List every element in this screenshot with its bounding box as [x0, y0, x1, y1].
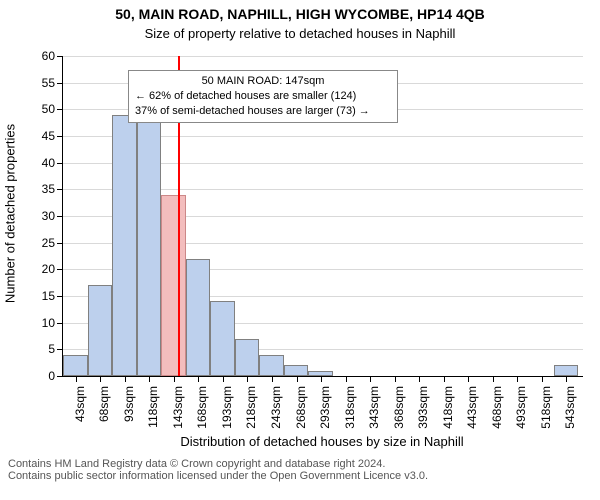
x-tick-label: 118sqm	[146, 386, 160, 428]
x-axis-label: Distribution of detached houses by size …	[62, 434, 582, 449]
x-tick-label: 318sqm	[343, 386, 357, 429]
y-tick-label: 30	[42, 209, 63, 223]
histogram-bar	[88, 285, 113, 376]
x-tick-label: 193sqm	[220, 386, 234, 429]
x-tick	[517, 376, 518, 382]
x-tick	[297, 376, 298, 382]
y-tick-label: 0	[48, 369, 63, 383]
x-tick-label: 468sqm	[490, 386, 504, 429]
x-tick-label: 68sqm	[97, 386, 111, 422]
x-tick	[346, 376, 347, 382]
x-tick-label: 218sqm	[244, 386, 258, 429]
x-tick-label: 143sqm	[171, 386, 185, 429]
x-tick-label: 518sqm	[539, 386, 553, 429]
histogram-bar	[186, 259, 211, 376]
x-tick	[566, 376, 567, 382]
x-tick-label: 493sqm	[514, 386, 528, 429]
annotation-line-2: ← 62% of detached houses are smaller (12…	[135, 89, 391, 104]
histogram-bar	[210, 301, 235, 376]
x-tick-label: 443sqm	[465, 386, 479, 429]
annotation-box: 50 MAIN ROAD: 147sqm ← 62% of detached h…	[128, 70, 398, 123]
x-tick-label: 343sqm	[367, 386, 381, 429]
x-tick	[493, 376, 494, 382]
y-tick-label: 50	[42, 102, 63, 116]
x-tick	[419, 376, 420, 382]
x-tick	[174, 376, 175, 382]
x-tick-label: 293sqm	[318, 386, 332, 429]
histogram-bar	[137, 109, 162, 376]
x-tick	[100, 376, 101, 382]
x-tick	[223, 376, 224, 382]
histogram-bar	[554, 365, 579, 376]
x-tick	[542, 376, 543, 382]
histogram-bar	[112, 115, 137, 376]
attribution-footer: Contains HM Land Registry data © Crown c…	[0, 458, 600, 482]
y-tick-label: 55	[42, 76, 63, 90]
x-tick-label: 168sqm	[195, 386, 209, 429]
y-tick-label: 10	[42, 316, 63, 330]
x-tick	[247, 376, 248, 382]
histogram-bar	[161, 195, 186, 376]
y-tick-label: 15	[42, 289, 63, 303]
footer-line-1: Contains HM Land Registry data © Crown c…	[0, 458, 600, 470]
footer-line-2: Contains public sector information licen…	[0, 470, 600, 482]
y-axis-label: Number of detached properties	[3, 54, 18, 374]
x-tick	[125, 376, 126, 382]
x-tick	[198, 376, 199, 382]
x-tick	[468, 376, 469, 382]
x-tick-label: 243sqm	[269, 386, 283, 429]
chart-title: 50, MAIN ROAD, NAPHILL, HIGH WYCOMBE, HP…	[0, 6, 600, 22]
x-tick	[76, 376, 77, 382]
y-tick-label: 40	[42, 156, 63, 170]
y-tick-label: 25	[42, 236, 63, 250]
x-tick	[321, 376, 322, 382]
x-tick-label: 418sqm	[441, 386, 455, 429]
x-tick	[444, 376, 445, 382]
annotation-line-1: 50 MAIN ROAD: 147sqm	[135, 74, 391, 89]
x-tick	[370, 376, 371, 382]
x-tick-label: 43sqm	[73, 386, 87, 422]
plot-area: 05101520253035404550556043sqm68sqm93sqm1…	[62, 56, 583, 377]
chart-subtitle: Size of property relative to detached ho…	[0, 26, 600, 41]
x-tick	[272, 376, 273, 382]
y-tick-label: 20	[42, 262, 63, 276]
gridline	[63, 56, 583, 57]
histogram-bar	[284, 365, 309, 376]
x-tick-label: 543sqm	[563, 386, 577, 429]
y-tick-label: 60	[42, 49, 63, 63]
y-tick-label: 35	[42, 182, 63, 196]
x-tick	[395, 376, 396, 382]
annotation-line-3: 37% of semi-detached houses are larger (…	[135, 104, 391, 119]
x-tick-label: 93sqm	[122, 386, 136, 422]
y-tick-label: 5	[48, 342, 63, 356]
histogram-bar	[235, 339, 260, 376]
x-tick-label: 268sqm	[294, 386, 308, 429]
x-tick-label: 368sqm	[392, 386, 406, 429]
histogram-bar	[63, 355, 88, 376]
x-tick-label: 393sqm	[416, 386, 430, 429]
x-tick	[149, 376, 150, 382]
y-tick-label: 45	[42, 129, 63, 143]
histogram-bar	[259, 355, 284, 376]
